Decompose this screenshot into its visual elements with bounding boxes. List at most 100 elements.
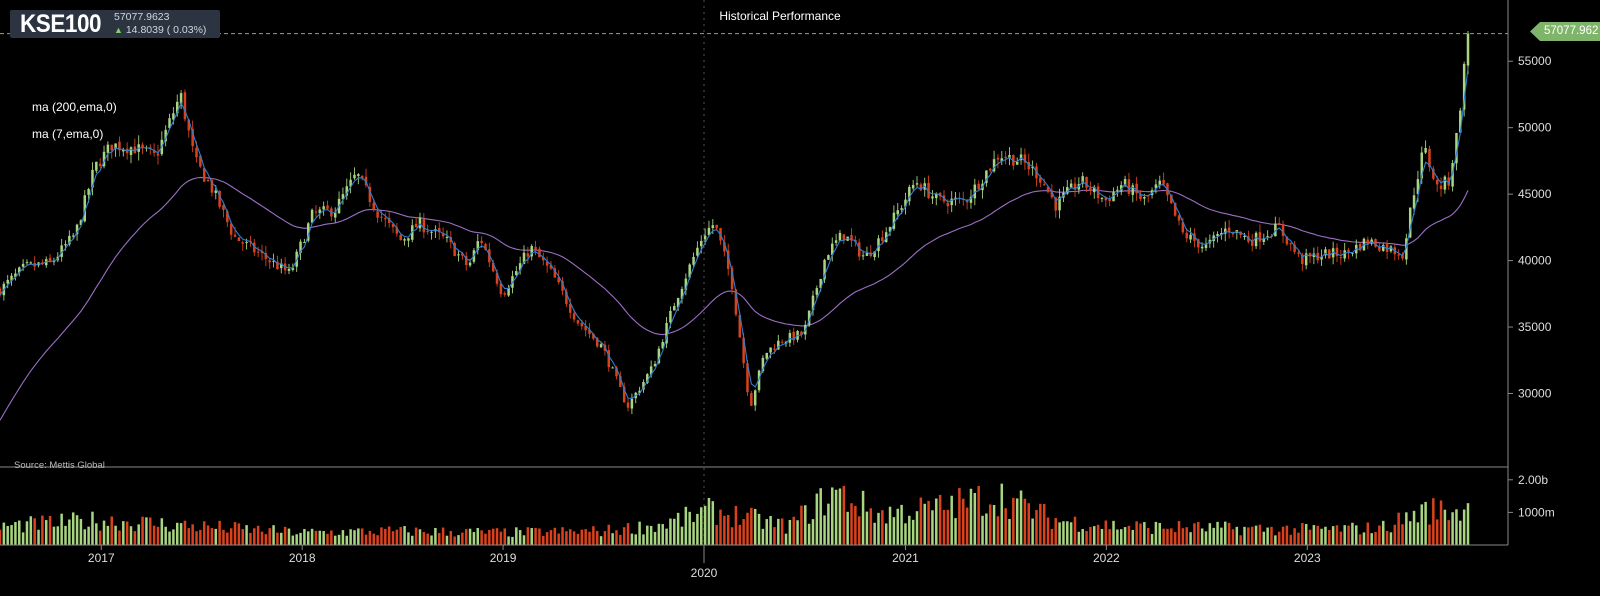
candle-body bbox=[1401, 254, 1404, 259]
y-tick-label: 35000 bbox=[1518, 320, 1552, 334]
candle-body bbox=[387, 217, 391, 224]
volume-bar bbox=[310, 528, 314, 545]
candle-body bbox=[757, 370, 761, 391]
volume-bar bbox=[607, 524, 611, 545]
volume-bar bbox=[1012, 497, 1015, 545]
candle-body bbox=[800, 331, 803, 335]
candle-body bbox=[1293, 244, 1296, 252]
volume-bar bbox=[149, 517, 152, 545]
candle-body bbox=[595, 337, 599, 347]
volume-bar bbox=[680, 526, 684, 545]
candle-body bbox=[692, 256, 695, 265]
candle-body bbox=[349, 179, 352, 187]
volume-bar bbox=[299, 532, 302, 545]
candle-body bbox=[507, 288, 510, 296]
candle-body bbox=[1081, 176, 1084, 184]
volume-bar bbox=[977, 485, 980, 545]
candle-body bbox=[572, 313, 576, 320]
volume-bar bbox=[48, 515, 52, 545]
candle-body bbox=[1408, 207, 1412, 238]
volume-bar bbox=[1389, 532, 1393, 545]
ticker-change: ▲ 14.8039 ( 0.03%) bbox=[114, 24, 206, 36]
volume-bar bbox=[349, 529, 352, 545]
volume-bar bbox=[911, 519, 915, 545]
volume-bar bbox=[145, 517, 148, 545]
volume-bar bbox=[1123, 527, 1127, 545]
volume-bar bbox=[542, 536, 545, 545]
volume-bar bbox=[434, 527, 437, 545]
volume-bar bbox=[488, 529, 491, 545]
volume-bar bbox=[877, 512, 880, 545]
candle-body bbox=[688, 264, 691, 278]
candle-body bbox=[892, 212, 896, 229]
candle-body bbox=[1420, 152, 1424, 179]
volume-bar bbox=[619, 534, 622, 545]
candle-body bbox=[253, 242, 256, 253]
candle-body bbox=[561, 280, 564, 291]
volume-bar bbox=[0, 529, 2, 545]
candle-body bbox=[1328, 249, 1331, 259]
candle-body bbox=[607, 350, 611, 368]
volume-bar bbox=[283, 526, 287, 545]
volume-bar bbox=[195, 531, 198, 545]
candle-body bbox=[588, 329, 591, 335]
volume-bar bbox=[1316, 525, 1319, 545]
candle-body bbox=[526, 253, 530, 257]
volume-bar bbox=[1197, 521, 1200, 545]
volume-bar bbox=[830, 487, 834, 545]
volume-bar bbox=[64, 525, 67, 545]
volume-bar bbox=[884, 523, 888, 545]
volume-bar bbox=[592, 526, 595, 545]
candle-body bbox=[911, 184, 915, 189]
candle-body bbox=[1277, 223, 1281, 226]
volume-bar bbox=[441, 527, 445, 545]
volume-bar bbox=[1189, 532, 1192, 545]
volume-bar bbox=[545, 532, 549, 545]
y-tick-label: 55000 bbox=[1518, 54, 1552, 68]
candle-body bbox=[915, 183, 919, 185]
volume-bar bbox=[1085, 531, 1088, 545]
volume-bar bbox=[337, 534, 341, 545]
volume-bar bbox=[179, 523, 183, 545]
candle-body bbox=[904, 199, 907, 207]
volume-bar bbox=[503, 528, 506, 545]
candle-body bbox=[1455, 132, 1458, 164]
volume-bar bbox=[1154, 521, 1158, 545]
candle-body bbox=[1266, 236, 1269, 238]
volume-bar bbox=[268, 528, 271, 545]
volume-bar bbox=[950, 495, 953, 545]
legend-ma7: ma (7,ema,0) bbox=[32, 127, 104, 141]
volume-bar bbox=[1397, 512, 1400, 545]
volume-bar bbox=[572, 531, 576, 545]
volume-bar bbox=[846, 511, 849, 545]
candle-body bbox=[730, 268, 734, 290]
volume-bar bbox=[1193, 523, 1196, 545]
candle-body bbox=[850, 235, 853, 241]
candle-body bbox=[152, 149, 156, 153]
candle-body bbox=[819, 278, 822, 288]
candle-body bbox=[1093, 186, 1096, 193]
candle-body bbox=[1320, 256, 1323, 260]
volume-bar bbox=[985, 513, 988, 545]
candle-body bbox=[60, 245, 63, 257]
volume-bar bbox=[1093, 526, 1096, 545]
candle-body bbox=[445, 236, 449, 238]
candle-body bbox=[287, 268, 291, 271]
candle-body bbox=[1019, 154, 1023, 161]
candle-body bbox=[538, 248, 541, 258]
chart-gridlines bbox=[0, 0, 1508, 545]
volume-bars bbox=[0, 483, 1470, 545]
volume-bar bbox=[981, 515, 984, 545]
volume-bar bbox=[172, 529, 175, 545]
candle-body bbox=[896, 210, 900, 215]
volume-bar bbox=[1046, 517, 1050, 545]
volume-bar bbox=[561, 527, 564, 545]
candle-body bbox=[199, 155, 202, 167]
volume-bar bbox=[461, 532, 464, 545]
volume-bar bbox=[226, 532, 229, 545]
candle-body bbox=[522, 252, 526, 264]
volume-bar bbox=[360, 528, 364, 545]
candle-body bbox=[1039, 177, 1042, 183]
volume-bar bbox=[962, 498, 965, 545]
volume-bar bbox=[942, 509, 946, 545]
